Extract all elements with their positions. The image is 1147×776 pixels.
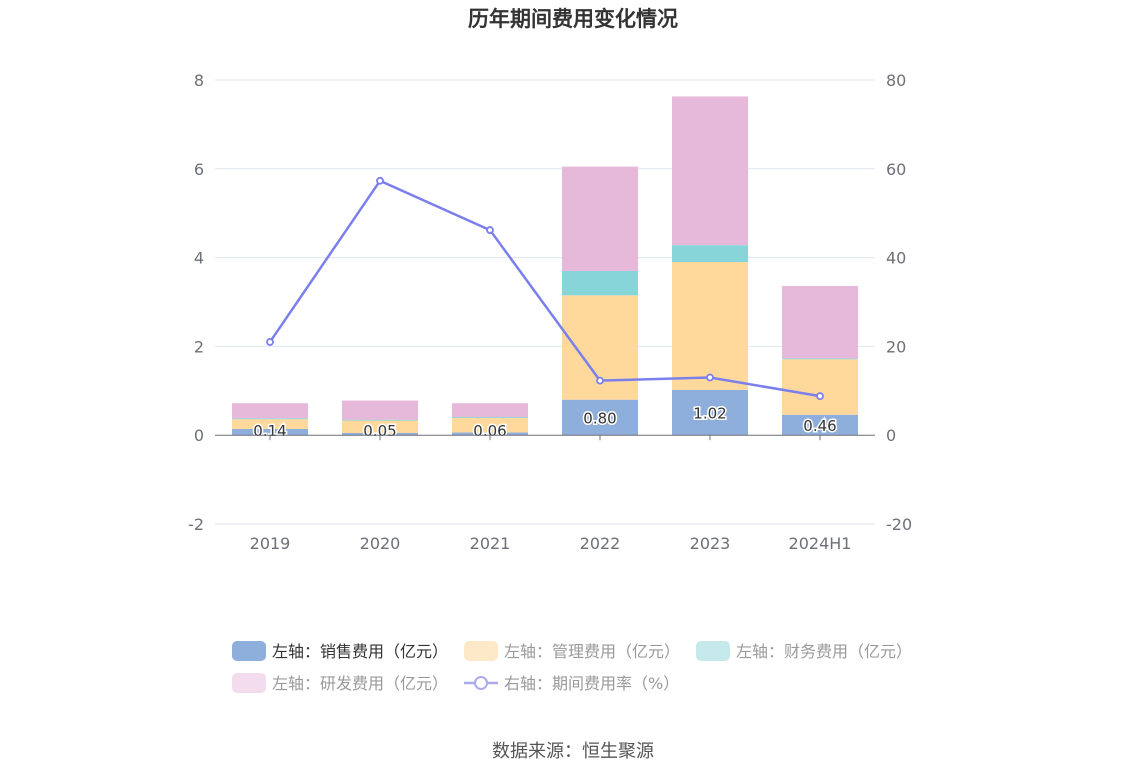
bar-segment-s4-2020 (342, 400, 418, 420)
bar-segment-s3-2020 (342, 419, 418, 421)
right-axis: -20 0 20 40 60 80 (886, 71, 912, 534)
x-axis-label: 2020 (360, 534, 401, 553)
left-axis-tick: 2 (194, 337, 204, 356)
right-axis-tick: 40 (886, 249, 906, 268)
legend: 左轴：销售费用（亿元） 左轴：管理费用（亿元） 左轴：财务费用（亿元） 左轴：研发费用… (232, 641, 912, 693)
right-axis-tick: 60 (886, 160, 906, 179)
bar-segment-s3-2021 (452, 416, 528, 418)
expense-rate-point-2022 (596, 376, 604, 385)
legend-swatch-icon (464, 641, 498, 661)
bar-segment-s1-2020 (342, 432, 418, 436)
legend-circle-icon (474, 676, 488, 690)
bar-segment-s4-2021 (452, 403, 528, 417)
sales-data-label: 1.02 (693, 405, 726, 423)
bar-segment-s1-2019 (232, 428, 308, 436)
bar-segment-s4-2023 (672, 96, 748, 246)
right-axis-tick: -20 (886, 515, 912, 534)
bar-segment-s2-2023 (672, 262, 748, 390)
bar-segment-s4-2024H1 (782, 286, 858, 359)
bar-segment-s4-2022 (562, 166, 638, 271)
legend-label: 左轴：销售费用（亿元） (272, 642, 448, 661)
bar-series (232, 96, 858, 436)
expense-rate-point-2021 (486, 226, 494, 234)
right-axis-tick: 20 (886, 337, 906, 356)
x-axis-label: 2019 (250, 534, 291, 553)
line-series (266, 176, 824, 401)
x-axis-label: 2022 (580, 534, 621, 553)
bar-segment-s1-2023 (672, 389, 748, 436)
right-axis-tick: 80 (886, 71, 906, 90)
bar-segment-s1-2022 (562, 399, 638, 436)
expense-rate-point-2023 (706, 373, 714, 382)
legend-label: 右轴：期间费用率（%） (504, 674, 679, 693)
bar-segment-s1-2021 (452, 432, 528, 436)
legend-swatch-icon (232, 641, 266, 661)
x-axis-label: 2024H1 (789, 534, 852, 553)
left-axis-tick: 0 (194, 426, 204, 445)
bar-segment-s3-2023 (672, 245, 748, 263)
sales-data-label: 0.46 (803, 417, 836, 435)
bar-segment-s3-2019 (232, 418, 308, 420)
x-axis: 2019 2020 2021 2022 2023 2024H1 (215, 434, 875, 553)
expense-rate-point-2020 (376, 176, 384, 185)
bar-segment-s2-2019 (232, 419, 308, 429)
x-axis-label: 2023 (690, 534, 731, 553)
legend-label: 左轴：财务费用（亿元） (736, 642, 912, 661)
expense-rate-line (268, 179, 821, 398)
legend-label: 左轴：管理费用（亿元） (504, 642, 680, 661)
bar-segment-s2-2021 (452, 417, 528, 433)
sales-data-label: 0.80 (583, 409, 616, 427)
left-axis-tick: -2 (188, 515, 204, 534)
source-note: 数据来源：恒生聚源 (492, 741, 654, 762)
legend-label: 左轴：研发费用（亿元） (272, 674, 448, 693)
bar-segment-s3-2022 (562, 270, 638, 296)
x-axis-label: 2021 (470, 534, 511, 553)
bar-segment-s3-2024H1 (782, 358, 858, 360)
bar-segment-s4-2019 (232, 403, 308, 419)
left-axis-tick: 6 (194, 160, 204, 179)
left-axis-tick: 8 (194, 71, 204, 90)
expense-rate-point-2019 (266, 338, 274, 346)
right-axis-tick: 0 (886, 426, 896, 445)
legend-swatch-icon (232, 673, 266, 693)
legend-swatch-icon (696, 641, 730, 661)
expense-rate-point-2024H1 (816, 392, 824, 401)
bar-segment-s2-2024H1 (782, 359, 858, 415)
bar-segment-s2-2020 (342, 420, 418, 433)
left-axis: -2 0 2 4 6 8 (188, 71, 204, 534)
bar-segment-s1-2024H1 (782, 414, 858, 436)
grid (215, 79, 875, 525)
chart-title: 历年期间费用变化情况 (468, 7, 678, 31)
left-axis-tick: 4 (194, 249, 204, 268)
